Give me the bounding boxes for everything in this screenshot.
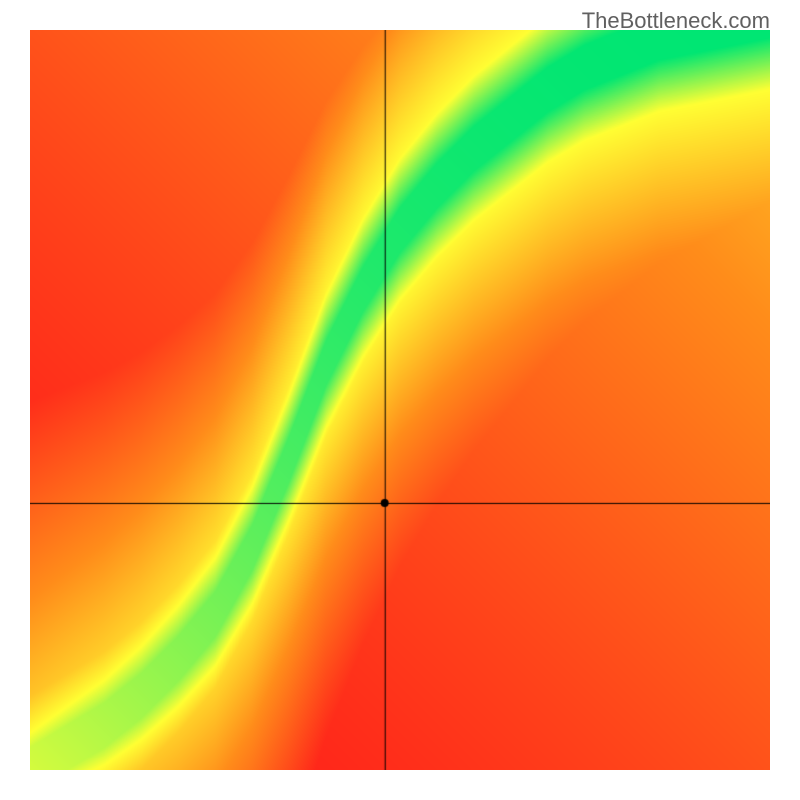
bottleneck-heatmap [30,30,770,770]
heatmap-canvas [30,30,770,770]
watermark-text: TheBottleneck.com [582,8,770,34]
